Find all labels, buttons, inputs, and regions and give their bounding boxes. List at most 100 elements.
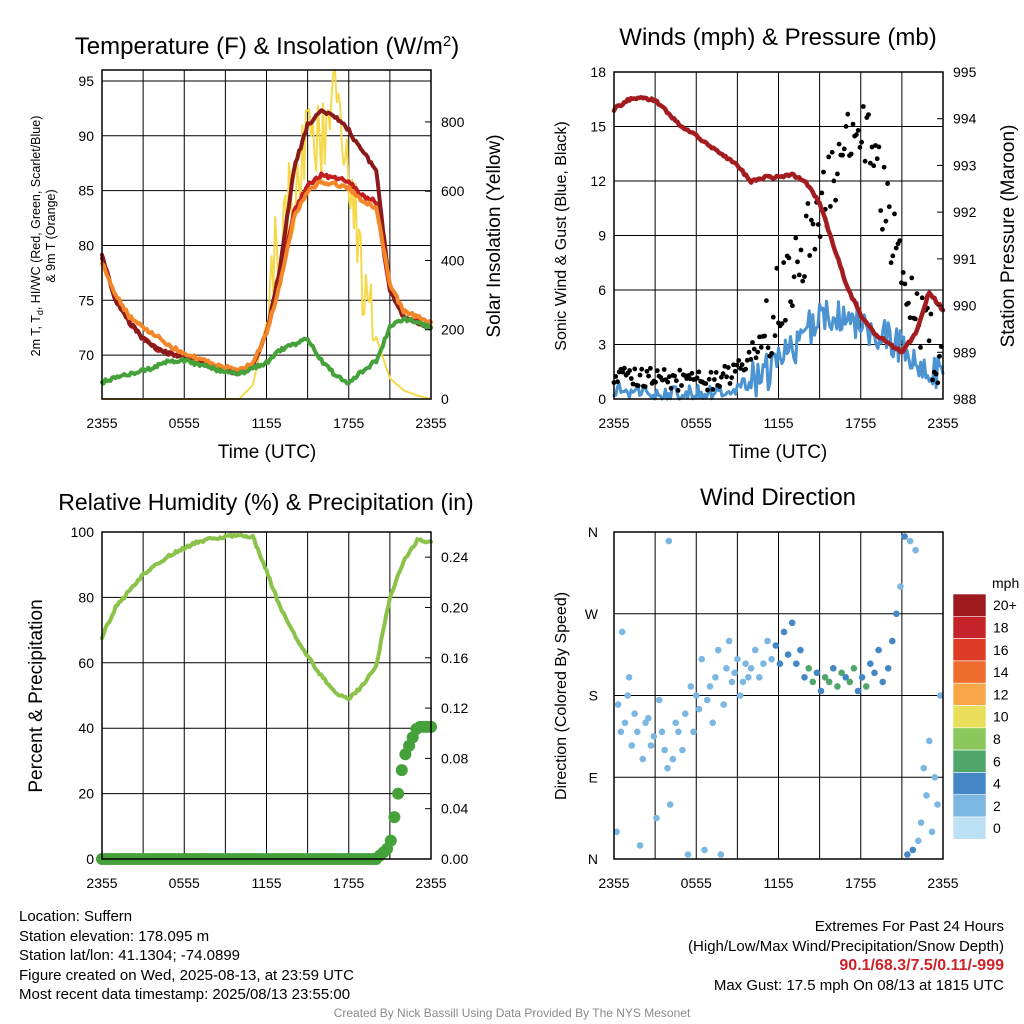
winds-chart-title: Winds (mph) & Pressure (mb): [619, 24, 936, 51]
gust-point: [755, 349, 761, 355]
y-tick-label: 12: [590, 173, 606, 189]
direction-point: [915, 837, 922, 845]
gust-point: [661, 367, 667, 372]
direction-tick-label: E: [589, 769, 598, 785]
station-elevation: Station elevation: 178.095 m: [19, 927, 210, 945]
y-tick-label: 95: [78, 73, 94, 89]
legend-label: 6: [993, 753, 1001, 769]
right-tick-label: 988: [953, 391, 977, 407]
gust-point: [874, 156, 880, 162]
y-tick-label: 18: [590, 64, 606, 80]
pressure-right-axis-label: Station Pressure (Maroon): [998, 125, 1019, 348]
gust-point: [720, 371, 726, 377]
legend-label: 2: [993, 798, 1001, 814]
gust-point: [907, 315, 913, 321]
y-tick-label: 15: [590, 119, 606, 135]
direction-point: [801, 674, 808, 681]
gust-point: [881, 164, 887, 170]
direction-point: [631, 710, 638, 717]
direction-point: [793, 660, 800, 667]
right-tick-label: 0.24: [441, 549, 468, 565]
direction-point: [834, 683, 841, 690]
gust-point: [764, 298, 769, 304]
direction-point: [709, 719, 716, 727]
x-tick-label: 1755: [845, 415, 876, 431]
direction-point: [821, 674, 829, 681]
temperature-chart-title: Temperature (F) & Insolation (W/m2): [75, 33, 459, 61]
right-tick-label: 0.04: [441, 801, 468, 817]
gust-point: [734, 362, 740, 368]
direction-point: [838, 669, 845, 677]
direction-point: [817, 687, 825, 695]
gust-point: [918, 345, 923, 350]
gust-point: [893, 245, 899, 251]
x-tick-label: 2355: [86, 875, 117, 891]
right-tick-label: 989: [953, 344, 977, 360]
y-tick-label: 6: [598, 282, 606, 298]
right-tick-label: 991: [953, 251, 977, 267]
gust-point: [774, 265, 780, 271]
y-tick-label: 75: [78, 292, 94, 308]
gust-point: [694, 375, 700, 381]
direction-point: [904, 851, 911, 858]
gust-point: [668, 385, 674, 391]
credit-line: Created By Nick Bassill Using Data Provi…: [333, 1006, 691, 1020]
direction-point: [628, 742, 636, 749]
y-tick-label: 3: [598, 337, 606, 353]
gust-point: [642, 384, 648, 389]
gust-point: [803, 213, 809, 219]
x-tick-label: 0555: [169, 415, 200, 431]
gust-point: [727, 381, 733, 386]
gust-point: [926, 338, 932, 344]
right-tick-label: 992: [953, 204, 977, 220]
temperature-left-axis-label: 2m T, Td, HI/WC (Red, Green, Scarlet/Blu…: [29, 116, 45, 357]
gust-point: [909, 275, 915, 281]
direction-point: [703, 696, 711, 704]
x-tick-label: 0555: [681, 415, 712, 431]
gust-point: [791, 274, 797, 280]
direction-point: [636, 842, 644, 849]
gust-point: [644, 368, 650, 374]
direction-point: [776, 660, 784, 667]
legend-label: 16: [993, 642, 1009, 658]
legend-swatch: [952, 660, 987, 684]
gust-point: [731, 362, 736, 368]
direction-point: [889, 637, 896, 645]
direction-point: [760, 660, 767, 667]
gust-point: [855, 127, 861, 133]
direction-point: [893, 610, 900, 618]
x-tick-label: 2355: [927, 415, 958, 431]
x-tick-label: 1755: [333, 415, 364, 431]
direction-point: [867, 660, 874, 667]
gust-point: [935, 380, 941, 386]
gust-point: [835, 171, 840, 177]
direction-point: [720, 701, 727, 708]
right-tick-label: 0.12: [441, 700, 468, 716]
gust-point: [850, 121, 856, 127]
gust-point: [783, 317, 788, 323]
direction-point: [797, 646, 804, 654]
right-tick-label: 993: [953, 157, 977, 173]
gust-point: [637, 372, 643, 378]
gust-point: [781, 260, 787, 265]
gust-point: [795, 259, 800, 265]
direction-point: [639, 755, 647, 763]
direction-point: [931, 774, 939, 781]
gust-point: [739, 362, 745, 368]
max-gust: Max Gust: 17.5 mph On 08/13 at 1815 UTC: [713, 976, 1004, 994]
legend-label: 8: [993, 731, 1001, 747]
gust-point: [705, 387, 710, 393]
series-sonic-wind: [612, 299, 945, 401]
direction-point: [858, 674, 866, 681]
gust-point: [883, 218, 889, 224]
direction-point: [712, 674, 719, 681]
gust-point: [689, 370, 695, 376]
humidity-chart-title: Relative Humidity (%) & Precipitation (i…: [58, 489, 473, 515]
direction-point: [846, 678, 854, 686]
gust-point: [890, 253, 896, 259]
direction-point: [917, 819, 925, 826]
gust-point: [876, 144, 882, 150]
gust-point: [866, 112, 871, 117]
direction-point: [747, 665, 755, 672]
gust-point: [831, 178, 837, 184]
